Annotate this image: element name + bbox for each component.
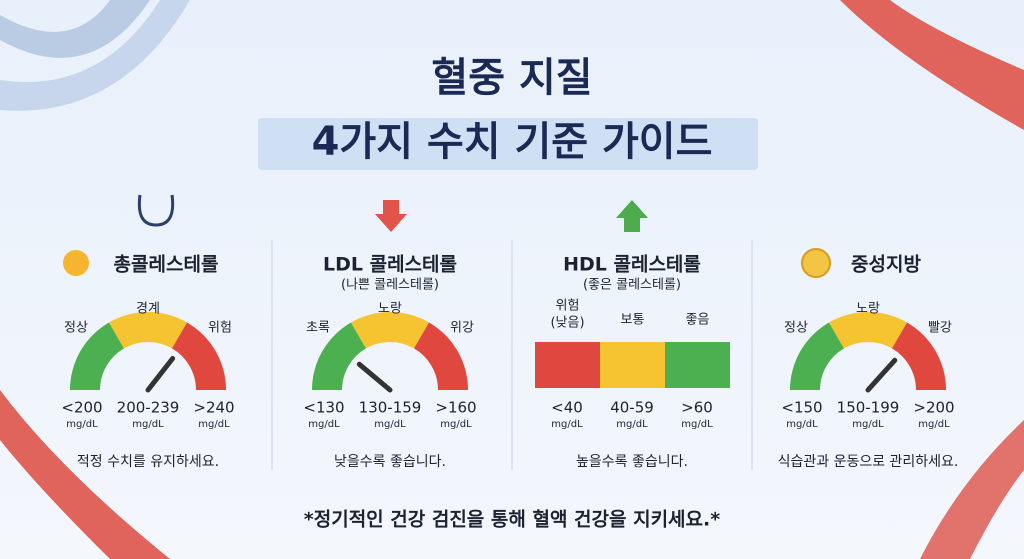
range-value: 130-159 xyxy=(359,399,422,417)
gauge-segment xyxy=(70,322,124,390)
range-unit: mg/dL xyxy=(852,419,884,430)
zone-label: 위험 xyxy=(556,299,580,314)
range-value: >160 xyxy=(435,399,476,417)
gauge-needle xyxy=(145,355,176,393)
title-line: 혈중 지질 xyxy=(431,55,592,101)
gauge-segment xyxy=(351,312,429,349)
up-arrow xyxy=(616,200,648,232)
range-unit: mg/dL xyxy=(918,419,950,430)
gauge-segment xyxy=(829,312,907,349)
down-arrow xyxy=(375,200,407,232)
range-value: 200-239 xyxy=(117,399,180,417)
bar-segment xyxy=(665,342,730,388)
range-value: >200 xyxy=(913,399,954,417)
footer-note: *정기적인 건강 검진을 통해 혈액 건강을 지키세요.* xyxy=(304,508,720,531)
zone-label: 보통 xyxy=(621,313,645,328)
gauge-segment xyxy=(790,322,844,390)
stethoscope-icon xyxy=(137,194,175,227)
panel-subtitle: (좋은 콜레스테롤) xyxy=(583,278,681,293)
range-value: 40-59 xyxy=(610,399,654,417)
vessel-decor xyxy=(840,0,1024,130)
panel-title: LDL 콜레스테롤 xyxy=(323,254,457,276)
range-unit: mg/dL xyxy=(198,419,230,430)
range-unit: mg/dL xyxy=(616,419,648,430)
panel-note: 적정 수치를 유지하세요. xyxy=(77,454,219,470)
gauge-segment xyxy=(109,312,187,349)
zone-label: 경계 xyxy=(136,302,160,317)
gauge-needle xyxy=(356,361,393,393)
vessel-decor xyxy=(0,0,150,58)
zone-label: 정상 xyxy=(64,321,88,336)
zone-label: 좋음 xyxy=(686,313,710,328)
gauge-segment xyxy=(892,322,946,390)
range-unit: mg/dL xyxy=(551,419,583,430)
panel-title: 중성지방 xyxy=(851,254,921,276)
zone-label: 위강 xyxy=(450,321,474,336)
vessel-decor xyxy=(920,420,1024,559)
panel-title: HDL 콜레스테롤 xyxy=(563,254,701,276)
title-highlight xyxy=(258,118,758,170)
vessel-decor xyxy=(0,0,190,111)
range-value: <130 xyxy=(303,399,344,417)
range-unit: mg/dL xyxy=(440,419,472,430)
zone-label: 빨강 xyxy=(928,321,952,336)
bar-segment xyxy=(535,342,600,388)
range-unit: mg/dL xyxy=(374,419,406,430)
panel-note: 식습관과 운동으로 관리하세요. xyxy=(778,454,959,470)
fat-icon xyxy=(801,248,831,278)
panel-title: 총콜레스테롤 xyxy=(114,254,219,276)
range-unit: mg/dL xyxy=(66,419,98,430)
panel-note: 낮을수록 좋습니다. xyxy=(334,454,446,470)
zone-label: 정상 xyxy=(784,321,808,336)
range-value: <40 xyxy=(551,399,583,417)
zone-label: 위험 xyxy=(208,321,232,336)
panel-subtitle: (나쁜 콜레스테롤) xyxy=(341,278,439,293)
range-value: >60 xyxy=(681,399,713,417)
title-line: 4가지 수치 기준 가이드 xyxy=(312,119,713,165)
gauge-segment xyxy=(414,322,468,390)
sun-icon xyxy=(63,250,89,276)
panel-note: 높을수록 좋습니다. xyxy=(576,454,688,470)
range-unit: mg/dL xyxy=(132,419,164,430)
zone-label-sub: (낮음) xyxy=(550,316,584,331)
vessel-decor xyxy=(0,390,170,559)
range-value: <150 xyxy=(781,399,822,417)
zone-label: 초록 xyxy=(306,321,330,336)
bar-segment xyxy=(600,342,665,388)
gauge-needle xyxy=(865,357,898,393)
zone-label: 노랑 xyxy=(856,302,880,317)
range-value: >240 xyxy=(193,399,234,417)
range-unit: mg/dL xyxy=(786,419,818,430)
range-value: 150-199 xyxy=(837,399,900,417)
range-unit: mg/dL xyxy=(308,419,340,430)
gauge-segment xyxy=(172,322,226,390)
range-value: <200 xyxy=(61,399,102,417)
gauge-segment xyxy=(312,322,366,390)
range-unit: mg/dL xyxy=(681,419,713,430)
zone-label: 노랑 xyxy=(378,302,402,317)
